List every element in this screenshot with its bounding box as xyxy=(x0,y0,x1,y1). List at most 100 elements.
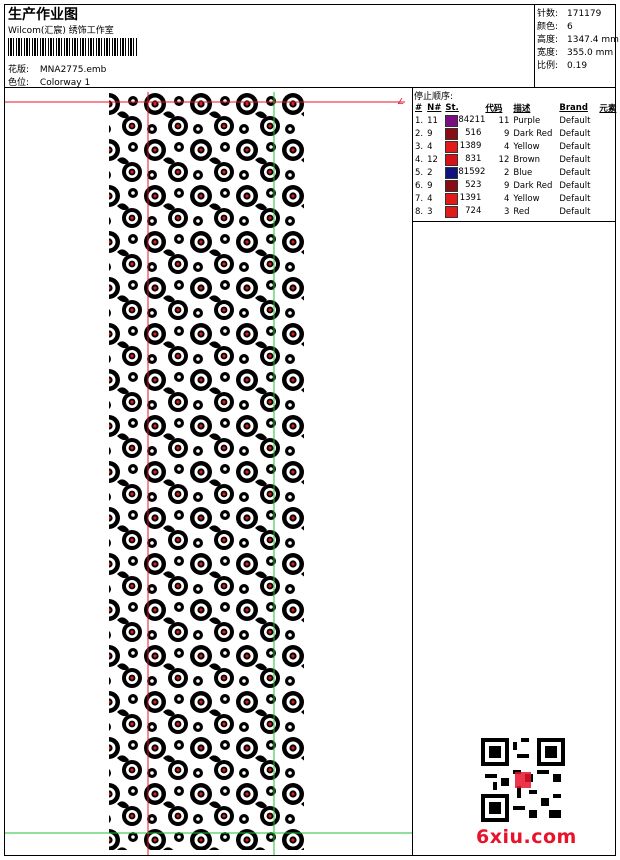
table-row: 8. 3 724 3 Red Default xyxy=(413,205,618,218)
stitch-count: 516 xyxy=(465,127,482,138)
colorway-label: 色位: xyxy=(8,78,30,88)
cell-element xyxy=(597,153,618,166)
cell-code: 2 xyxy=(503,167,510,178)
barcode-icon xyxy=(8,38,138,56)
cell-n: 2 xyxy=(427,167,433,178)
stitch-count: 84211 xyxy=(458,114,486,125)
cell-brand: Default xyxy=(559,141,591,152)
cell-n: 9 xyxy=(427,128,433,139)
color-swatch xyxy=(445,140,459,153)
site-logo: 6xiu.com xyxy=(476,826,577,848)
color-sequence-table: # N# St. 代码 描述 Brand 元素 1. 11 84211 11 Purpl… xyxy=(413,102,618,218)
cell-brand: Default xyxy=(559,167,591,178)
stitch-count: 724 xyxy=(465,205,482,216)
cell-element xyxy=(597,166,618,179)
cell-brand: Default xyxy=(559,115,591,126)
cell-element xyxy=(597,192,618,205)
design-value: MNA2775.emb xyxy=(39,65,107,75)
info-stitches: 针数: 171179 xyxy=(537,9,602,19)
color-swatch xyxy=(445,114,459,127)
cell-element xyxy=(597,179,618,192)
col-needle: N# xyxy=(427,103,442,113)
color-swatch xyxy=(445,205,459,218)
cell-desc: Dark Red xyxy=(513,128,553,139)
cell-desc: Blue xyxy=(513,167,533,178)
info-colors: 颜色: 6 xyxy=(537,22,573,32)
cell-desc: Red xyxy=(513,206,530,217)
cell-code: 3 xyxy=(503,206,510,217)
table-row: 7. 4 1391 4 Yellow Default xyxy=(413,192,618,205)
company-name: Wilcom(汇宸) 绣饰工作室 xyxy=(8,26,114,36)
stop-sequence-title: 停止顺序: xyxy=(414,92,454,102)
cell-desc: Yellow xyxy=(513,141,540,152)
stitch-count: 81592 xyxy=(458,166,486,177)
color-swatch xyxy=(445,166,459,179)
info-height: 高度: 1347.4 mm xyxy=(537,35,619,45)
stitch-count: 523 xyxy=(465,179,482,190)
stitch-count: 1389 xyxy=(459,140,482,151)
table-row: 3. 4 1389 4 Yellow Default xyxy=(413,140,618,153)
colorway-value: Colorway 1 xyxy=(39,78,91,88)
blue-embroidery xyxy=(109,92,304,465)
cell-idx: 1. xyxy=(415,115,424,126)
design-label: 花版: xyxy=(8,65,30,75)
cell-code: 9 xyxy=(503,180,510,191)
qr-code-icon xyxy=(481,738,565,822)
table-row: 5. 2 81592 2 Blue Default xyxy=(413,166,618,179)
cell-code: 4 xyxy=(503,193,510,204)
cell-n: 3 xyxy=(427,206,433,217)
cell-desc: Brown xyxy=(513,154,541,165)
cell-n: 12 xyxy=(427,154,438,165)
cell-element xyxy=(597,114,618,127)
table-row: 4. 12 831 12 Brown Default xyxy=(413,153,618,166)
col-code: 代码 xyxy=(485,104,503,114)
table-bottom-divider xyxy=(412,221,616,222)
purple-embroidery xyxy=(109,465,304,850)
header-divider xyxy=(4,87,616,88)
cell-idx: 4. xyxy=(415,154,424,165)
cell-desc: Dark Red xyxy=(513,180,553,191)
cell-code: 11 xyxy=(498,115,510,126)
cell-desc: Purple xyxy=(513,115,541,126)
panel-divider xyxy=(412,87,413,855)
table-row: 2. 9 516 9 Dark Red Default xyxy=(413,127,618,140)
cell-brand: Default xyxy=(559,154,591,165)
info-scale: 比例: 0.19 xyxy=(537,61,588,71)
cell-idx: 8. xyxy=(415,206,424,217)
cell-idx: 3. xyxy=(415,141,424,152)
stitch-count: 831 xyxy=(465,153,482,164)
col-index: # xyxy=(415,103,423,113)
cell-n: 4 xyxy=(427,141,433,152)
cell-idx: 7. xyxy=(415,193,424,204)
page-title: 生产作业图 xyxy=(8,7,78,23)
cell-n: 9 xyxy=(427,180,433,191)
cell-brand: Default xyxy=(559,180,591,191)
cell-code: 4 xyxy=(503,141,510,152)
col-description: 描述 xyxy=(513,104,531,114)
cell-n: 11 xyxy=(427,115,438,126)
table-row: 1. 11 84211 11 Purple Default xyxy=(413,114,618,127)
cell-brand: Default xyxy=(559,128,591,139)
cell-brand: Default xyxy=(559,206,591,217)
colorway-row: 色位: Colorway 1 xyxy=(8,75,90,88)
col-element: 元素 xyxy=(599,104,617,114)
cell-element xyxy=(597,127,618,140)
table-row: 6. 9 523 9 Dark Red Default xyxy=(413,179,618,192)
cell-idx: 5. xyxy=(415,167,424,178)
info-width: 宽度: 355.0 mm xyxy=(537,48,614,58)
color-swatch xyxy=(445,192,459,205)
cell-code: 12 xyxy=(498,154,510,165)
info-divider xyxy=(534,4,535,87)
cell-n: 4 xyxy=(427,193,433,204)
color-swatch xyxy=(445,179,459,192)
cell-desc: Yellow xyxy=(513,193,540,204)
design-preview: ∠ xyxy=(5,92,412,855)
color-swatch xyxy=(445,127,459,140)
cell-idx: 2. xyxy=(415,128,424,139)
cell-element xyxy=(597,140,618,153)
color-swatch xyxy=(445,153,459,166)
col-stitches: St. xyxy=(445,103,459,113)
cell-idx: 6. xyxy=(415,180,424,191)
stitch-count: 1391 xyxy=(459,192,482,203)
col-brand: Brand xyxy=(559,103,588,113)
